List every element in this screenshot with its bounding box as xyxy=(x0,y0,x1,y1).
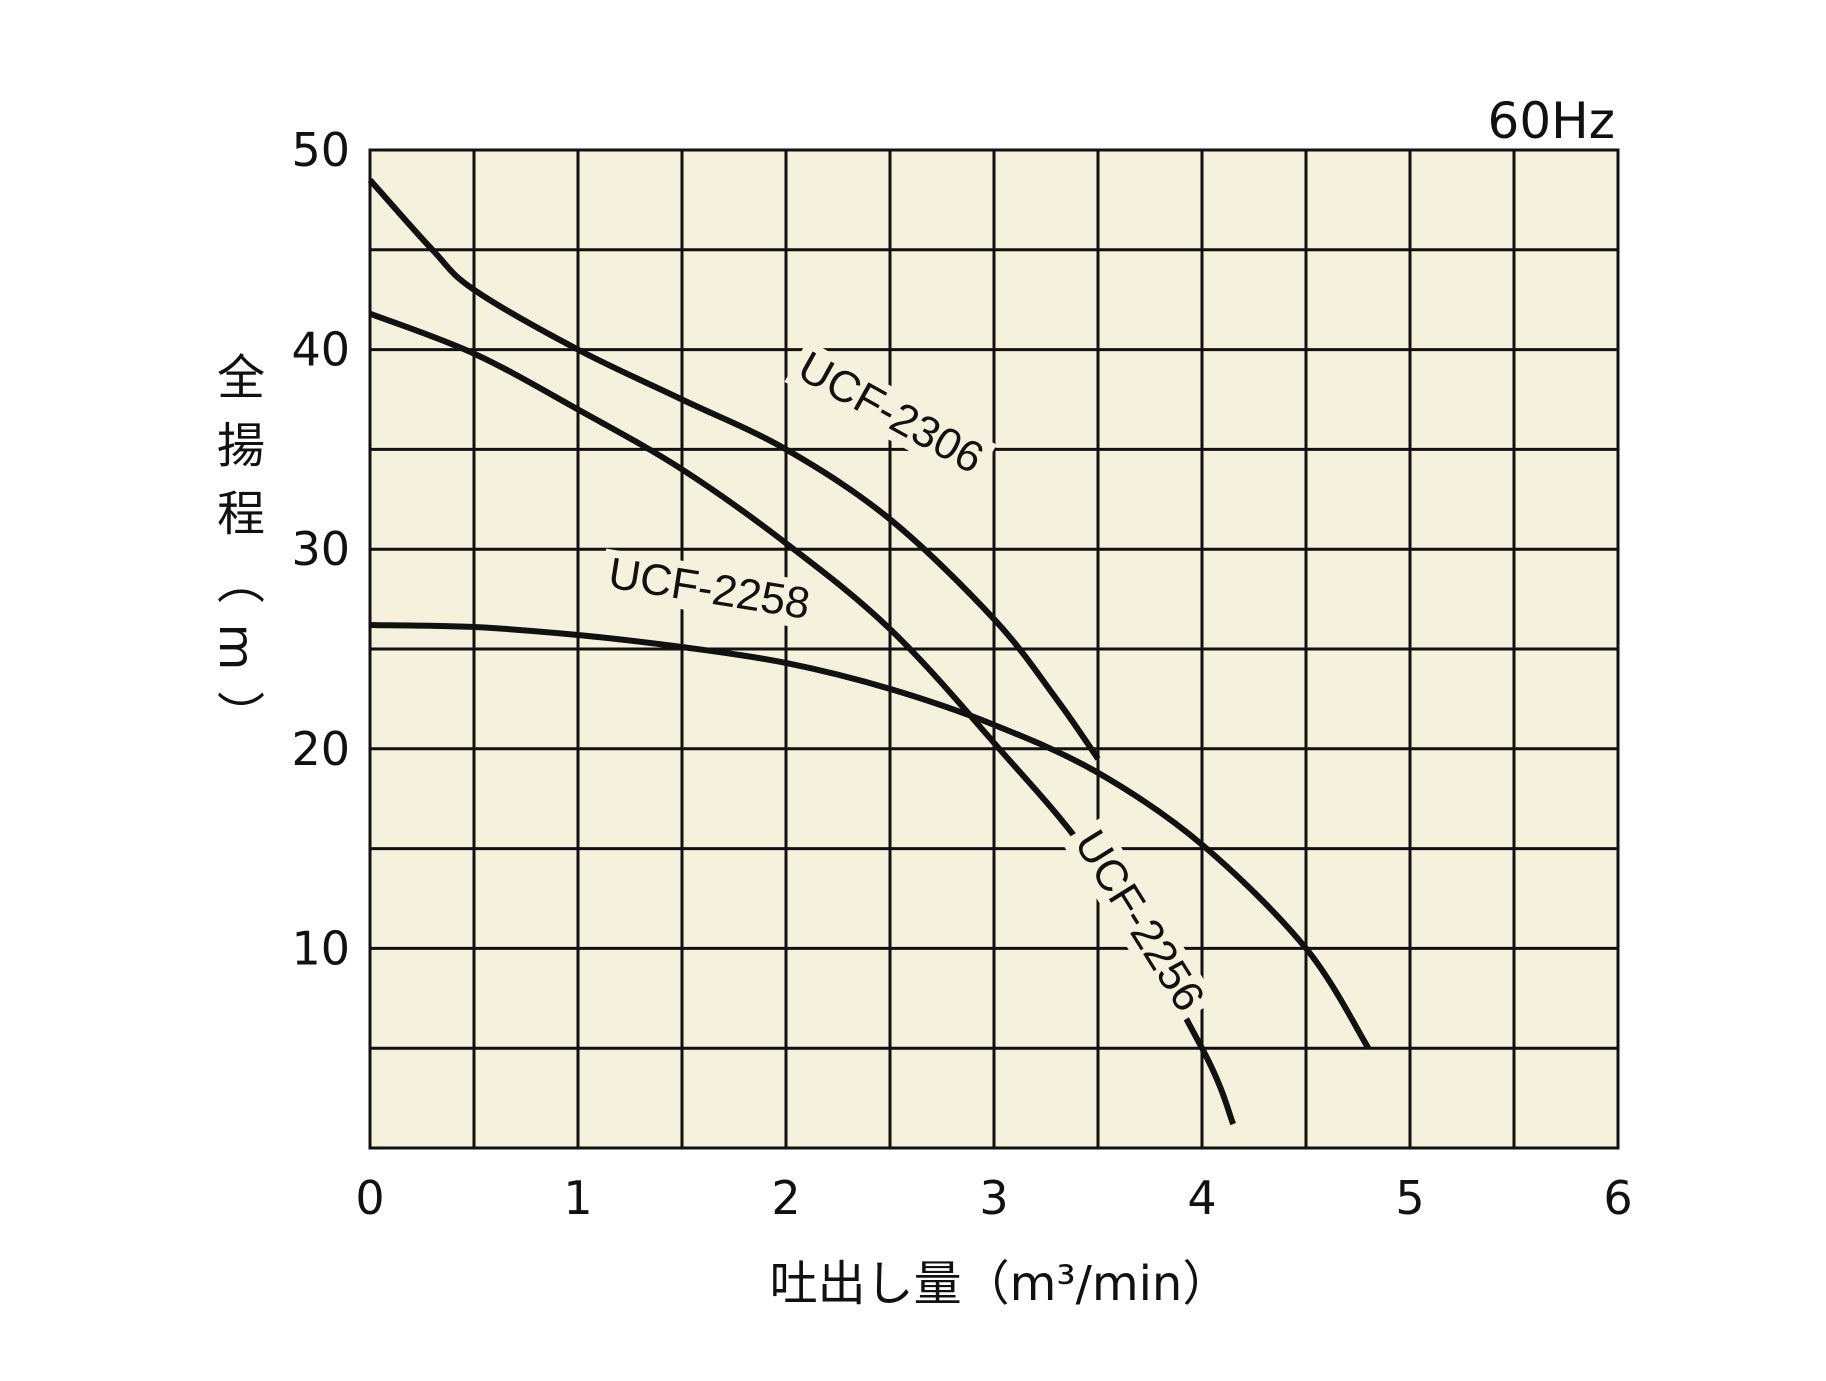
x-tick-label: 1 xyxy=(563,1171,592,1225)
y-tick-labels: 10 20 30 40 50 xyxy=(291,123,350,975)
curve-label-background xyxy=(598,548,820,630)
grid xyxy=(368,148,1620,1150)
curve-ucf-2306 xyxy=(367,177,1101,761)
y-axis-title: 全揚程（m） xyxy=(208,352,264,759)
x-tick-label: 4 xyxy=(1187,1171,1216,1225)
y-tick-label: 10 xyxy=(291,921,350,975)
y-tick-label: 20 xyxy=(291,722,350,776)
x-tick-label: 3 xyxy=(979,1171,1008,1225)
x-tick-label: 0 xyxy=(355,1171,384,1225)
curve-ucf-2258 xyxy=(369,622,1371,1050)
curve-label-background xyxy=(784,339,997,487)
y-tick-label: 50 xyxy=(291,123,350,177)
y-tick-label: 30 xyxy=(291,522,350,576)
curve-label-background xyxy=(1061,816,1217,1026)
x-axis-title: 吐出し量（m³/min） xyxy=(770,1256,1231,1312)
x-tick-label: 5 xyxy=(1395,1171,1424,1225)
frequency-label: 60Hz xyxy=(1488,92,1615,150)
x-tick-labels: 0 1 2 3 4 5 6 xyxy=(355,1171,1632,1225)
x-tick-label: 6 xyxy=(1603,1171,1632,1225)
x-tick-label: 2 xyxy=(771,1171,800,1225)
plot-border xyxy=(368,148,1620,1150)
y-tick-label: 40 xyxy=(291,323,350,377)
